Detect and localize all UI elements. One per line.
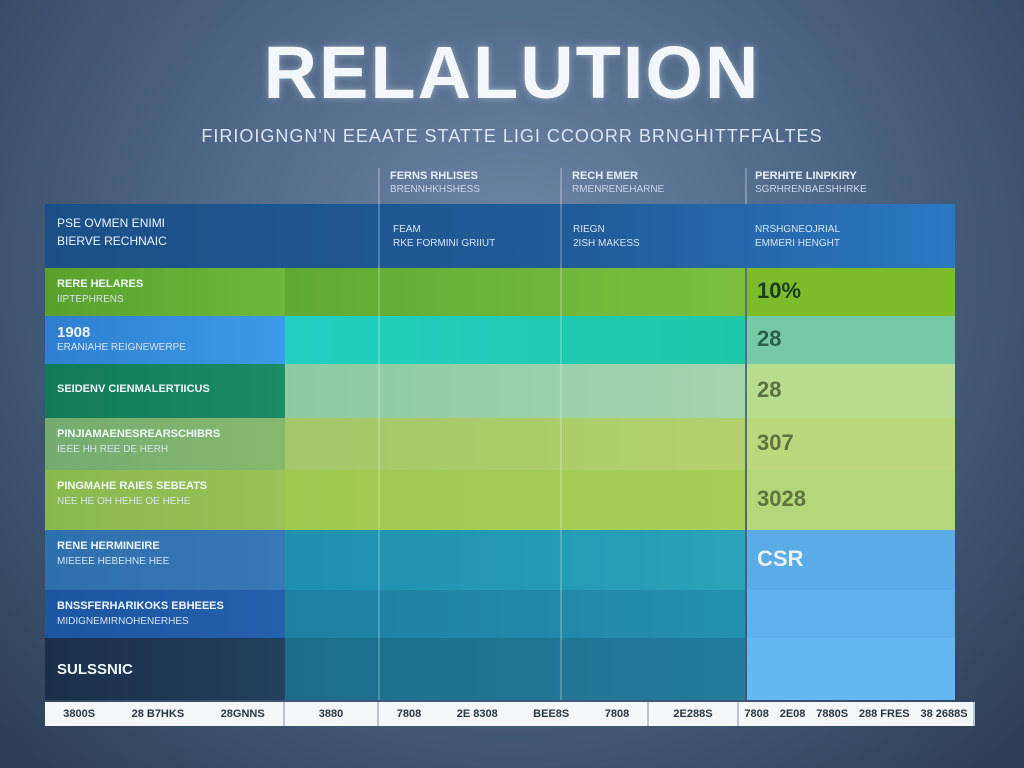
- row-label-cell: RENE HERMINEIRE MIEEEE HEBEHNE HEE: [45, 530, 285, 590]
- row-value-cell: 28: [747, 364, 955, 418]
- x-axis: 3800S 28 B7HKS 28GNNS 3880 7808 2E 8308 BEE8S 7…: [45, 702, 983, 726]
- x-tick-label: 2E288S: [673, 708, 713, 720]
- x-tick-label: 3800S: [63, 708, 96, 720]
- column-header-3-name: PERHITE LINPKIRY: [755, 170, 857, 182]
- x-tick-label: 38 2688S: [920, 708, 968, 720]
- row-sublabel: IIPTEPHRENS: [57, 294, 124, 305]
- row-label: PINJIAMAENESREARSCHIBRS: [57, 428, 221, 440]
- header-col3-a: NRSHGNEOJRIAL: [755, 224, 841, 235]
- x-axis-group: 3800S 28 B7HKS 28GNNS: [45, 702, 285, 726]
- header-col1-a: FEAM: [393, 224, 421, 235]
- chart-title: RELALUTION: [263, 31, 761, 114]
- x-tick-label: 28GNNS: [220, 708, 265, 720]
- row-value: 3028: [757, 486, 806, 511]
- header-label: PSE OVMEN ENIMI: [57, 216, 166, 230]
- header-col2-a: RIEGN: [573, 224, 605, 235]
- header-band: PSE OVMEN ENIMI BIERVE RECHNAIC FEAM RKE…: [45, 204, 955, 268]
- row-label: BNSSFERHARIKOKS EBHEEES: [57, 600, 224, 612]
- row-value: 307: [757, 430, 794, 455]
- column-header-1-name: FERNS RHLISES: [390, 170, 479, 182]
- column-header-marker: [745, 168, 747, 204]
- column-header-1: FERNS RHLISES BRENNHKHSHESS: [390, 170, 480, 196]
- chart-subtitle: FIRIOIGNGN'N EEAATE STATTE LIGI CCOORR B…: [201, 126, 823, 146]
- table-row: 1908 ERANIAHE REIGNEWERPE 28: [45, 316, 955, 364]
- column-header-1-sub: BRENNHKHSHESS: [390, 184, 481, 195]
- row-value: 28: [757, 326, 782, 351]
- column-header-marker: [560, 168, 562, 204]
- x-tick-label: 2E08: [779, 708, 806, 720]
- row-data-cell: [285, 418, 745, 470]
- row-data-cell: [285, 638, 745, 700]
- x-tick-label: 28 B7HKS: [131, 708, 185, 720]
- row-sublabel: MIDIGNEMIRNOHENERHES: [57, 616, 189, 627]
- column-header-3: PERHITE LINPKIRY SGRHRENBAESHHRKE: [755, 170, 867, 196]
- x-axis-group: 7808 2E 8308 BEE8S 7808: [379, 702, 649, 726]
- row-label: SULSSNIC: [57, 661, 133, 678]
- row-sublabel: MIEEEE HEBEHNE HEE: [57, 556, 170, 567]
- row-data-cell: [285, 590, 745, 638]
- table-row: RENE HERMINEIRE MIEEEE HEBEHNE HEE CSR: [45, 530, 955, 590]
- row-label: RENE HERMINEIRE: [57, 540, 160, 552]
- row-data-cell: [285, 316, 745, 364]
- header-col3-b: EMMERI HENGHT: [755, 238, 840, 249]
- row-value: 28: [757, 377, 782, 402]
- header-col1-b: RKE FORMINI GRIIUT: [393, 238, 496, 249]
- column-header-marker: [378, 168, 380, 204]
- row-value-cell: [747, 638, 955, 700]
- row-sublabel: NEE HE OH HEHE OE HEHE: [57, 496, 191, 507]
- row-label: 1908: [57, 324, 91, 341]
- x-tick-label: 7808: [396, 708, 422, 720]
- row-label-cell: SEIDENV CIENMALERTIICUS: [45, 364, 285, 418]
- table-row: SULSSNIC: [45, 638, 955, 700]
- x-tick-label: BEE8S: [533, 708, 570, 720]
- row-value: 10%: [757, 278, 802, 303]
- column-divider: [560, 204, 562, 700]
- table-row: RERE HELARES IIPTEPHRENS 10%: [45, 268, 955, 316]
- row-data-cell: [285, 268, 745, 316]
- x-tick-label: 288 FRES: [858, 708, 910, 720]
- row-label-cell: PINGMAHE RAIES SEBEATS NEE HE OH HEHE OE …: [45, 470, 285, 530]
- row-label: SEIDENV CIENMALERTIICUS: [57, 383, 210, 395]
- x-tick-label: 3880: [318, 708, 344, 720]
- row-label-cell: 1908 ERANIAHE REIGNEWERPE: [45, 316, 285, 364]
- table-row: SEIDENV CIENMALERTIICUS 28: [45, 364, 955, 418]
- table-row: BNSSFERHARIKOKS EBHEEES MIDIGNEMIRNOHENER…: [45, 590, 955, 638]
- x-tick-label: 7808: [604, 708, 630, 720]
- header-label-2: BIERVE RECHNAIC: [57, 234, 167, 248]
- column-header-2-sub: RMENRENEHARNE: [572, 184, 665, 195]
- row-label-cell: BNSSFERHARIKOKS EBHEEES MIDIGNEMIRNOHENER…: [45, 590, 285, 638]
- row-data-cell: [285, 364, 745, 418]
- row-label: PINGMAHE RAIES SEBEATS: [57, 480, 208, 492]
- row-sublabel: ERANIAHE REIGNEWERPE: [57, 342, 186, 353]
- column-header-2: RECH EMER RMENRENEHARNE: [572, 170, 664, 196]
- row-label-cell: PINJIAMAENESREARSCHIBRS IEEE HH REE DE HE…: [45, 418, 285, 470]
- x-axis-group: 3880: [285, 702, 379, 726]
- x-tick-label: 2E 8308: [456, 708, 498, 720]
- header-col2-b: 2ISH MAKESS: [573, 238, 640, 249]
- table-row: PINJIAMAENESREARSCHIBRS IEEE HH REE DE HE…: [45, 418, 955, 470]
- row-value-cell: [747, 590, 955, 638]
- row-value: CSR: [757, 546, 804, 571]
- x-axis-group: 2E288S: [649, 702, 739, 726]
- x-tick-label: 7880S: [816, 708, 849, 720]
- row-value-cell: 10%: [747, 268, 955, 316]
- row-value-cell: CSR: [747, 530, 955, 590]
- column-header-2-name: RECH EMER: [572, 170, 639, 182]
- row-label-cell: SULSSNIC: [45, 638, 285, 700]
- row-value-cell: 28: [747, 316, 955, 364]
- row-label: RERE HELARES: [57, 278, 144, 290]
- column-divider: [378, 204, 380, 700]
- row-data-cell: [285, 470, 745, 530]
- row-value-cell: 307: [747, 418, 955, 470]
- column-header-3-sub: SGRHRENBAESHHRKE: [755, 184, 867, 195]
- x-axis-group: 7808 2E08 7880S 288 FRES 38 2688S: [739, 702, 975, 726]
- x-tick-label: 7808: [744, 708, 769, 720]
- row-value-cell: 3028: [747, 470, 955, 530]
- table-row: PINGMAHE RAIES SEBEATS NEE HE OH HEHE OE …: [45, 470, 955, 530]
- row-label-cell: RERE HELARES IIPTEPHRENS: [45, 268, 285, 316]
- row-sublabel: IEEE HH REE DE HERH: [57, 444, 169, 455]
- row-data-cell: [285, 530, 745, 590]
